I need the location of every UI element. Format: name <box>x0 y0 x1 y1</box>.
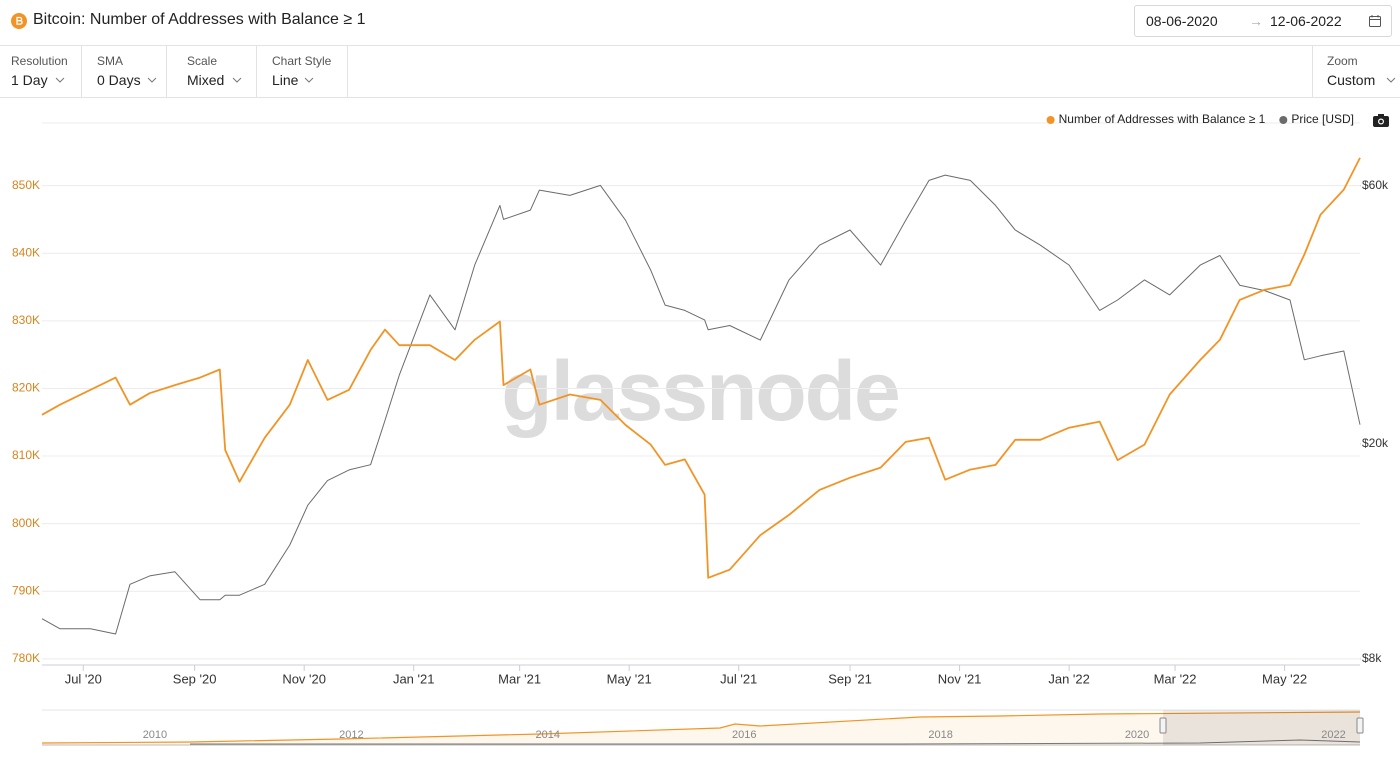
control-label: SMA <box>97 54 124 68</box>
date-separator: → <box>1249 13 1263 29</box>
y-tick-label: 790K <box>12 583 40 597</box>
x-tick-label: Jul '21 <box>720 671 757 686</box>
control-label: Resolution <box>11 54 68 68</box>
legend-label: Number of Addresses with Balance ≥ 1 <box>1059 112 1266 126</box>
y2-tick-label: $8k <box>1362 651 1382 665</box>
zoom-control[interactable]: Zoom Custom <box>1312 46 1400 97</box>
chart-style-control[interactable]: Chart Style Line <box>257 46 348 97</box>
x-tick-label: Nov '20 <box>282 671 326 686</box>
x-tick-label: Jan '21 <box>393 671 435 686</box>
control-label: Zoom <box>1327 54 1358 68</box>
series-line <box>41 157 1361 579</box>
navigator-tick-label: 2012 <box>339 729 363 741</box>
x-tick-label: May '22 <box>1262 671 1307 686</box>
navigator-tick-label: 2018 <box>928 729 952 741</box>
control-value[interactable]: Custom <box>1327 72 1376 88</box>
navigator-handle[interactable] <box>1159 717 1167 734</box>
control-label: Scale <box>187 54 218 68</box>
y-tick-label: 820K <box>12 381 40 395</box>
legend-marker <box>1279 116 1288 124</box>
chevron <box>304 77 314 83</box>
x-tick-label: Sep '21 <box>828 671 872 686</box>
date-to[interactable]: 12-06-2022 <box>1270 13 1342 29</box>
watermark: glassnode <box>501 344 898 438</box>
navigator-handle[interactable] <box>1356 717 1364 734</box>
x-tick-label: Nov '21 <box>938 671 982 686</box>
control-label: Chart Style <box>272 54 332 68</box>
bitcoin-icon <box>11 13 27 29</box>
chevron <box>232 77 242 83</box>
control-value[interactable]: 1 Day <box>11 72 48 88</box>
x-tick-label: Mar '22 <box>1154 671 1197 686</box>
navigator-tick-label: 2022 <box>1321 729 1345 741</box>
controls-bar: Resolution 1 Day SMA 0 Days Scale Mixed … <box>0 46 1400 98</box>
x-tick-label: Sep '20 <box>173 671 217 686</box>
x-tick-label: Mar '21 <box>498 671 541 686</box>
x-tick-label: May '21 <box>607 671 652 686</box>
navigator <box>41 709 1364 746</box>
camera-icon[interactable] <box>1373 114 1389 127</box>
chevron <box>55 77 65 83</box>
legend-label: Price [USD] <box>1291 112 1354 126</box>
navigator-tick-label: 2016 <box>732 729 756 741</box>
x-tick-label: Jan '22 <box>1048 671 1090 686</box>
resolution-control[interactable]: Resolution 1 Day <box>0 46 82 97</box>
navigator-line <box>41 711 1361 744</box>
y2-tick-label: $20k <box>1362 436 1389 450</box>
control-value[interactable]: 0 Days <box>97 72 141 88</box>
legend: Price [USD] Number of Addresses with Bala… <box>1046 112 1354 126</box>
navigator-tick-label: 2010 <box>143 729 167 741</box>
y-tick-label: 780K <box>12 651 40 665</box>
date-range[interactable]: 08-06-2020 → 12-06-2022 <box>1134 5 1392 37</box>
page-title: Bitcoin: Number of Addresses with Balanc… <box>33 11 366 28</box>
navigator-line <box>190 739 1361 745</box>
y-tick-label: 850K <box>12 178 40 192</box>
date-from[interactable]: 08-06-2020 <box>1146 13 1218 29</box>
series-line <box>41 174 1361 635</box>
navigator-area <box>42 712 1360 745</box>
header: Bitcoin: Number of Addresses with Balanc… <box>0 0 1400 46</box>
control-value[interactable]: Mixed <box>187 72 225 88</box>
sma-control[interactable]: SMA 0 Days <box>82 46 167 97</box>
y2-tick-label: $60k <box>1362 178 1389 192</box>
navigator-tick-label: 2014 <box>536 729 560 741</box>
navigator-window[interactable] <box>1163 710 1360 745</box>
scale-control[interactable]: Scale Mixed <box>167 46 257 97</box>
x-tick-label: Jul '20 <box>65 671 102 686</box>
chevron <box>1386 77 1396 83</box>
navigator-tick-label: 2020 <box>1125 729 1149 741</box>
calendar-icon[interactable] <box>1368 14 1382 28</box>
y-tick-label: 810K <box>12 448 40 462</box>
chevron <box>147 77 157 83</box>
y-tick-label: 830K <box>12 313 40 327</box>
chart: glassnode 780K 790K 800K 810K 820K 830K 840K 850… <box>12 112 1389 746</box>
legend-marker <box>1046 116 1055 124</box>
y-tick-label: 800K <box>12 516 40 530</box>
control-value[interactable]: Line <box>272 72 299 88</box>
y-tick-label: 840K <box>12 245 40 259</box>
